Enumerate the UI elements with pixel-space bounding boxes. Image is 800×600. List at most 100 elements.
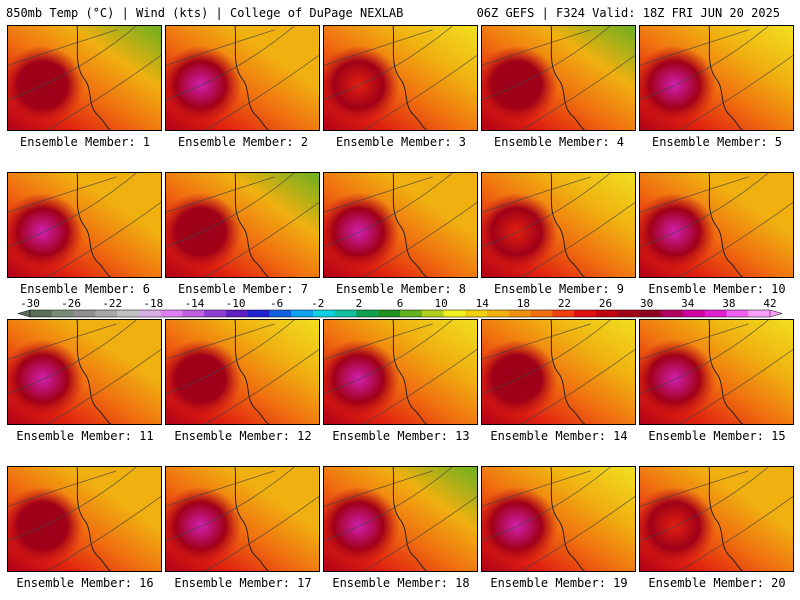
ensemble-member-label: Ensemble Member: 2 <box>177 135 309 149</box>
colorbar-tick-label: 34 <box>681 297 695 310</box>
ensemble-member-label: Ensemble Member: 6 <box>19 282 151 296</box>
colorbar-tick-label: -22 <box>102 297 123 310</box>
colorbar-tick-label: 38 <box>722 297 736 310</box>
ensemble-map-panel <box>7 172 162 278</box>
colorbar-swatch <box>95 310 118 317</box>
ensemble-member-label: Ensemble Member: 11 <box>16 429 154 443</box>
colorbar-swatch <box>508 310 532 317</box>
colorbar-tick-label: -18 <box>143 297 164 310</box>
ensemble-member-label: Ensemble Member: 18 <box>332 576 470 590</box>
colorbar-swatch <box>117 310 140 317</box>
ensemble-member-label: Ensemble Member: 16 <box>16 576 154 590</box>
ensemble-member-label: Ensemble Member: 12 <box>174 429 312 443</box>
ensemble-map-panel <box>639 466 794 572</box>
temperature-colorbar: -30 -26 -22 -18 -14 -10 -6 -2 2 6 10 14 18 22 26 30 34 38… <box>0 298 800 320</box>
run-valid-time: 06Z GEFS | F324 Valid: 18Z FRI JUN 20 20… <box>476 6 780 20</box>
ensemble-member-label: Ensemble Member: 7 <box>177 282 309 296</box>
ensemble-map-panel <box>323 319 478 425</box>
temperature-field-map <box>324 467 477 571</box>
ensemble-map-panel <box>639 172 794 278</box>
colorbar-swatch <box>225 310 249 317</box>
ensemble-member-label: Ensemble Member: 17 <box>174 576 312 590</box>
colorbar-swatch <box>726 310 749 317</box>
colorbar-tick-label: -26 <box>61 297 82 310</box>
colorbar-swatch <box>247 310 270 317</box>
temperature-field-map <box>482 26 635 130</box>
temperature-field-map <box>640 467 793 571</box>
colorbar-swatch <box>530 310 553 317</box>
temperature-field-map <box>166 26 319 130</box>
temperature-field-map <box>324 26 477 130</box>
ensemble-map-panel <box>323 172 478 278</box>
ensemble-map-panel <box>323 466 478 572</box>
temperature-field-map <box>482 467 635 571</box>
colorbar-tick-label: 42 <box>763 297 777 310</box>
temperature-field-map <box>8 26 161 130</box>
ensemble-map-panel <box>481 25 636 131</box>
ensemble-member-label: Ensemble Member: 3 <box>335 135 467 149</box>
temperature-field-map <box>166 320 319 424</box>
temperature-field-map <box>640 26 793 130</box>
colorbar-swatch <box>748 310 771 317</box>
colorbar-swatch <box>617 310 640 317</box>
colorbar-swatch <box>378 310 401 317</box>
colorbar-tick-label: -2 <box>311 297 325 310</box>
ensemble-map-panel <box>7 25 162 131</box>
temperature-field-map <box>640 320 793 424</box>
ensemble-map-panel <box>481 172 636 278</box>
colorbar-swatch <box>312 310 336 317</box>
temperature-field-map <box>324 320 477 424</box>
colorbar-swatch <box>400 310 423 317</box>
ensemble-member-label: Ensemble Member: 5 <box>651 135 783 149</box>
temperature-field-map <box>482 173 635 277</box>
ensemble-member-label: Ensemble Member: 13 <box>332 429 470 443</box>
colorbar-tick-label: 26 <box>598 297 613 310</box>
temperature-field-map <box>8 173 161 277</box>
colorbar-swatch <box>30 310 53 317</box>
colorbar-swatch <box>443 310 466 317</box>
ensemble-map-panel <box>481 319 636 425</box>
colorbar-tick-label: 10 <box>434 297 448 310</box>
temperature-field-map <box>8 320 161 424</box>
colorbar-tick-label: 30 <box>640 297 654 310</box>
colorbar-tick-label: 22 <box>557 297 572 310</box>
ensemble-map-panel <box>639 319 794 425</box>
ensemble-map-panel <box>165 466 320 572</box>
colorbar-swatch <box>682 310 706 317</box>
colorbar-swatch <box>704 310 727 317</box>
colorbar-swatch <box>356 310 379 317</box>
ensemble-map-panel <box>7 466 162 572</box>
colorbar-swatch <box>574 310 597 317</box>
map-title: 850mb Temp (°C) | Wind (kts) | College o… <box>6 6 404 20</box>
temperature-field-map <box>166 173 319 277</box>
temperature-field-map <box>324 173 477 277</box>
colorbar-swatch <box>595 310 619 317</box>
temperature-field-map <box>8 467 161 571</box>
colorbar-swatch <box>269 310 292 317</box>
ensemble-member-label: Ensemble Member: 1 <box>19 135 151 149</box>
temperature-field-map <box>482 320 635 424</box>
ensemble-member-label: Ensemble Member: 8 <box>335 282 467 296</box>
ensemble-map-panel <box>165 25 320 131</box>
colorbar-swatch <box>182 310 205 317</box>
colorbar-tick-label: -10 <box>225 297 246 310</box>
colorbar-swatch <box>204 310 227 317</box>
ensemble-map-panel <box>639 25 794 131</box>
colorbar-swatch <box>661 310 684 317</box>
colorbar-tick-label: -14 <box>184 297 205 310</box>
colorbar-tick-label: -6 <box>270 297 284 310</box>
colorbar-swatch <box>51 310 75 317</box>
ensemble-member-label: Ensemble Member: 4 <box>493 135 625 149</box>
colorbar-tick-label: 2 <box>355 297 363 310</box>
ensemble-member-label: Ensemble Member: 10 <box>648 282 786 296</box>
colorbar-tick-label: 18 <box>516 297 530 310</box>
colorbar-swatch <box>160 310 183 317</box>
colorbar-tick-label: 6 <box>396 297 404 310</box>
colorbar-swatch <box>639 310 662 317</box>
colorbar-swatch <box>552 310 575 317</box>
colorbar-swatch <box>465 310 488 317</box>
colorbar-tick-label: -30 <box>20 297 40 310</box>
ensemble-member-label: Ensemble Member: 15 <box>648 429 786 443</box>
ensemble-member-label: Ensemble Member: 14 <box>490 429 628 443</box>
temperature-field-map <box>640 173 793 277</box>
